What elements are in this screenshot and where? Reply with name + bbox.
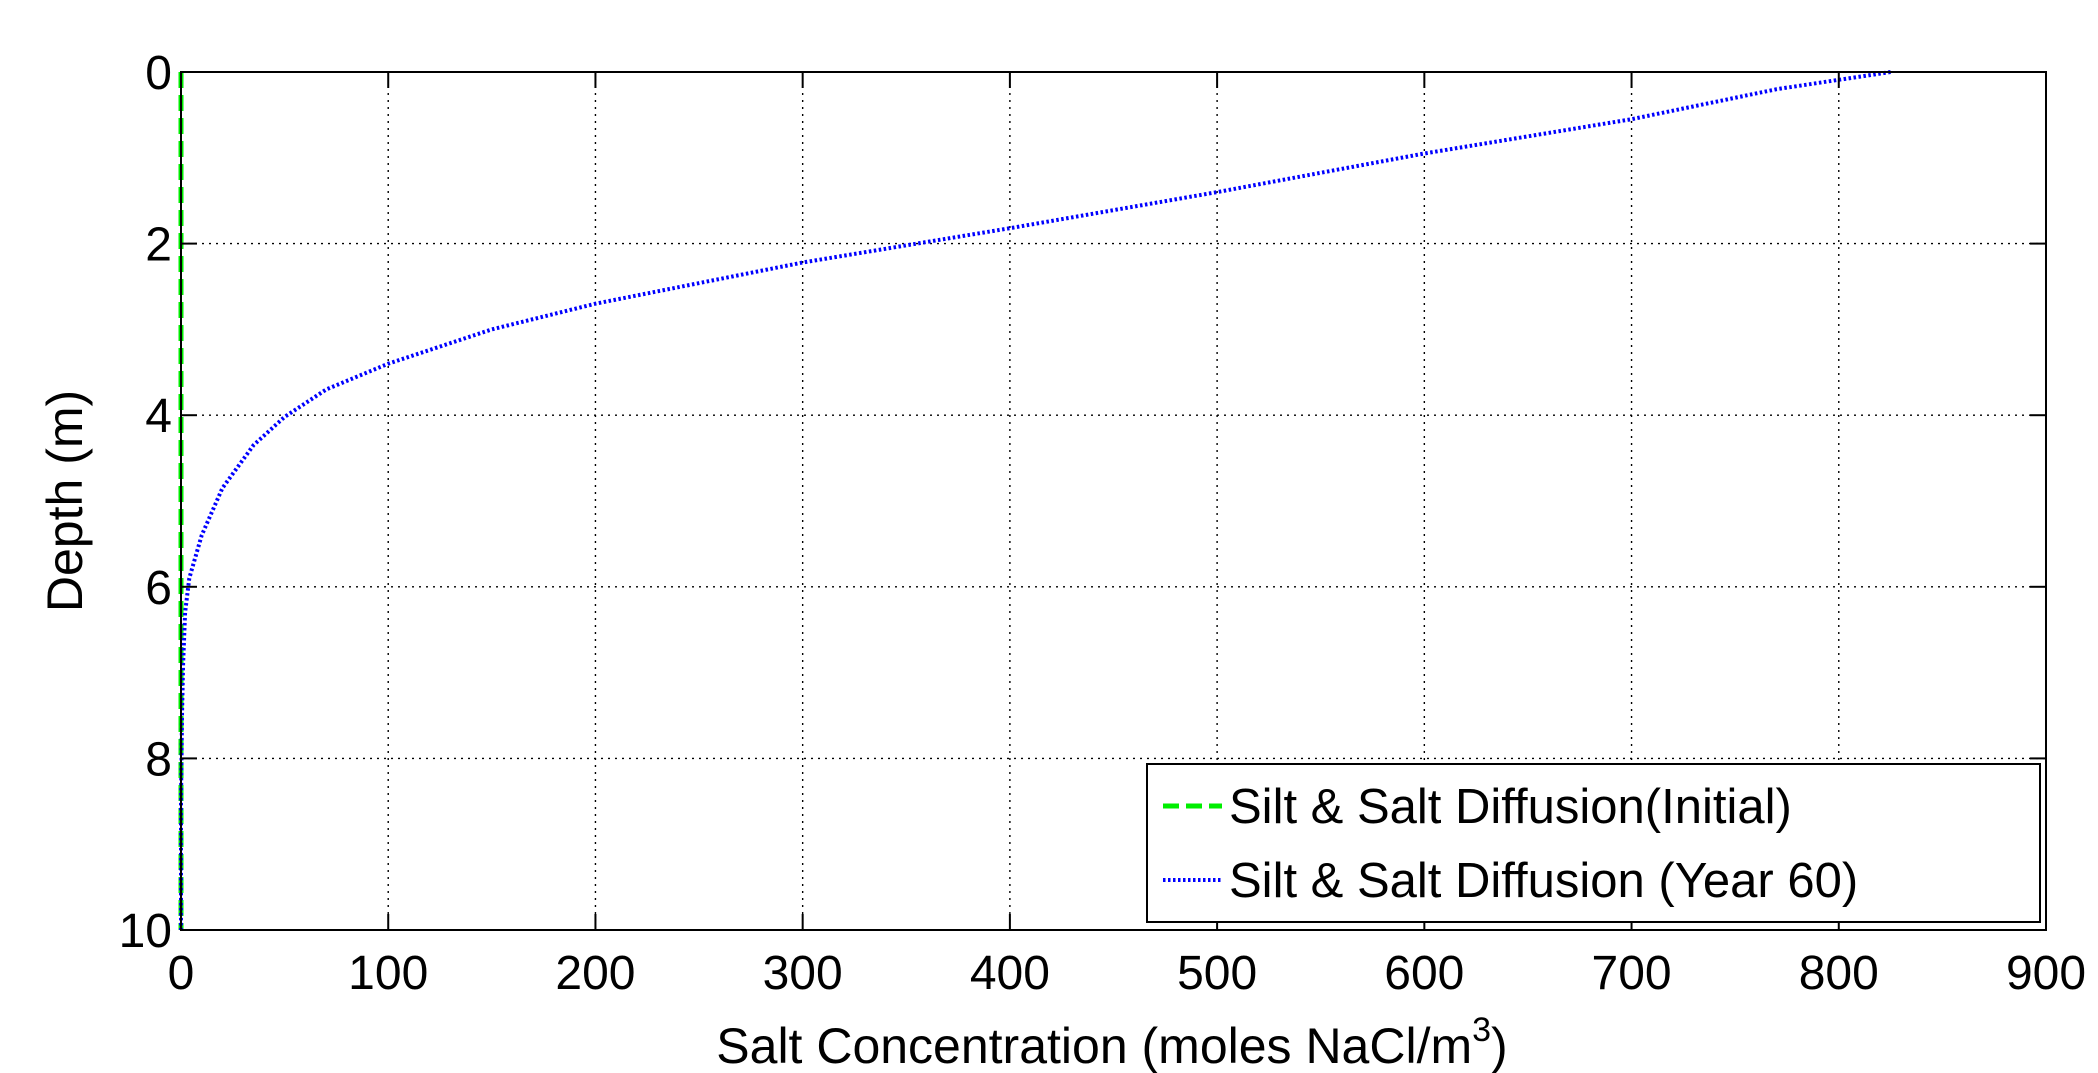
y-tick-label: 2 bbox=[145, 219, 172, 272]
x-tick-label: 600 bbox=[1384, 947, 1464, 1000]
x-tick-label: 800 bbox=[1799, 947, 1879, 1000]
x-axis-label-main: Salt Concentration (moles NaCl/m bbox=[716, 1018, 1472, 1073]
tick-labels: 0 100 200 300 400 500 600 700 800 900 0 2 4 6 8 10 bbox=[119, 47, 2086, 1000]
y-tick-label: 0 bbox=[145, 47, 172, 100]
y-axis-label: Depth (m) bbox=[37, 390, 93, 612]
legend-label-year-60: Silt & Salt Diffusion (Year 60) bbox=[1229, 854, 1858, 908]
x-tick-label: 300 bbox=[763, 947, 843, 1000]
legend: Silt & Salt Diffusion(Initial) Silt & Sa… bbox=[1146, 763, 2041, 923]
x-tick-label: 400 bbox=[970, 947, 1050, 1000]
x-tick-label: 500 bbox=[1177, 947, 1257, 1000]
plot-area-border bbox=[180, 71, 2047, 931]
x-axis-label: Salt Concentration (moles NaCl/m3) bbox=[716, 1011, 1507, 1073]
x-tick-label: 200 bbox=[555, 947, 635, 1000]
y-tick-label: 6 bbox=[145, 562, 172, 615]
y-tick-label: 10 bbox=[119, 905, 172, 958]
x-tick-label: 100 bbox=[348, 947, 428, 1000]
x-axis-label-superscript: 3 bbox=[1472, 1011, 1491, 1049]
x-tick-label: 0 bbox=[168, 947, 195, 1000]
y-tick-label: 8 bbox=[145, 733, 172, 786]
x-axis-label-suffix: ) bbox=[1491, 1018, 1508, 1073]
ticks bbox=[180, 71, 2047, 931]
x-tick-label: 900 bbox=[2006, 947, 2086, 1000]
x-tick-label: 700 bbox=[1592, 947, 1672, 1000]
legend-label-initial: Silt & Salt Diffusion(Initial) bbox=[1229, 780, 1792, 834]
y-tick-label: 4 bbox=[145, 390, 172, 443]
legend-box bbox=[1146, 763, 2041, 923]
